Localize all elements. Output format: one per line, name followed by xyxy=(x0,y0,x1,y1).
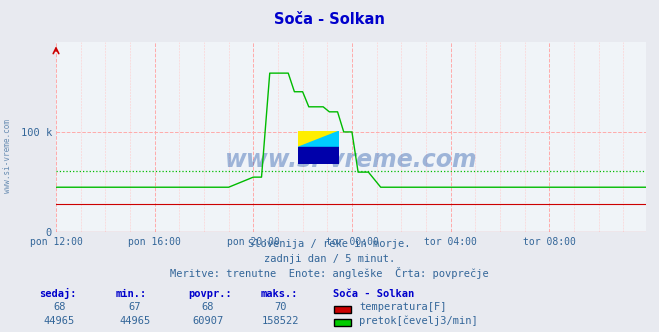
Text: www.si-vreme.com: www.si-vreme.com xyxy=(3,119,13,193)
Text: 68: 68 xyxy=(53,302,65,312)
Text: Soča - Solkan: Soča - Solkan xyxy=(274,12,385,27)
Text: 158522: 158522 xyxy=(262,316,299,326)
Text: 60907: 60907 xyxy=(192,316,223,326)
Text: povpr.:: povpr.: xyxy=(188,289,231,299)
Text: pretok[čevelj3/min]: pretok[čevelj3/min] xyxy=(359,315,478,326)
Text: 44965: 44965 xyxy=(43,316,75,326)
Text: 67: 67 xyxy=(129,302,141,312)
Text: maks.:: maks.: xyxy=(260,289,298,299)
Text: temperatura[F]: temperatura[F] xyxy=(359,302,447,312)
Text: Meritve: trenutne  Enote: angleške  Črta: povprečje: Meritve: trenutne Enote: angleške Črta: … xyxy=(170,267,489,279)
Text: 68: 68 xyxy=(202,302,214,312)
Text: Slovenija / reke in morje.: Slovenija / reke in morje. xyxy=(248,239,411,249)
Text: Soča - Solkan: Soča - Solkan xyxy=(333,289,414,299)
Text: sedaj:: sedaj: xyxy=(40,288,77,299)
Text: zadnji dan / 5 minut.: zadnji dan / 5 minut. xyxy=(264,254,395,264)
Text: www.si-vreme.com: www.si-vreme.com xyxy=(225,148,477,172)
Text: min.:: min.: xyxy=(115,289,146,299)
Text: 70: 70 xyxy=(274,302,286,312)
Text: 44965: 44965 xyxy=(119,316,151,326)
